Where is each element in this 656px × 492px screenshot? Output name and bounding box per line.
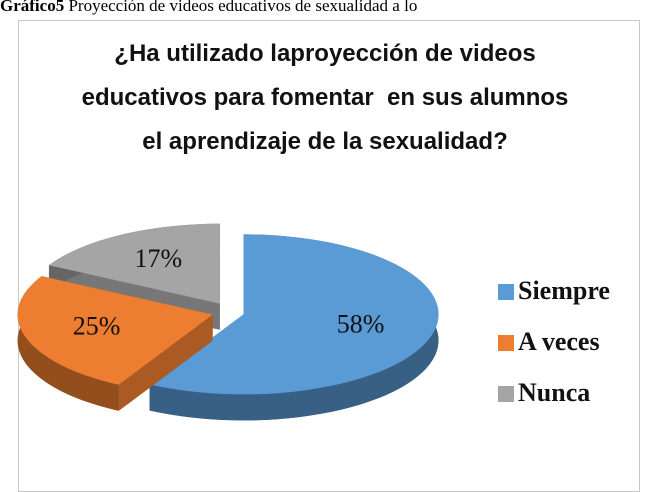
legend-swatch (498, 386, 514, 402)
data-label: 17% (134, 244, 182, 273)
legend-label: Nunca (518, 378, 590, 407)
chart-title: ¿Ha utilizado laproyección de videos edu… (81, 40, 576, 155)
slice (17, 276, 213, 385)
legend-swatch (498, 284, 514, 300)
data-label: 58% (337, 310, 385, 339)
slice-rim (17, 276, 119, 411)
caption: Gráfico5 Proyección de videos educativos… (0, 0, 656, 16)
caption-text: Proyección de videos educativos de sexua… (68, 0, 418, 15)
legend-swatch (498, 335, 514, 351)
slice-wall (118, 314, 213, 411)
caption-label: Gráfico5 (0, 0, 65, 15)
legend-label: Siempre (518, 276, 610, 305)
legend-label: A veces (518, 327, 600, 356)
data-label: 25% (73, 311, 121, 340)
slice (149, 234, 439, 395)
slice (48, 223, 220, 304)
slice-rim (149, 234, 439, 421)
